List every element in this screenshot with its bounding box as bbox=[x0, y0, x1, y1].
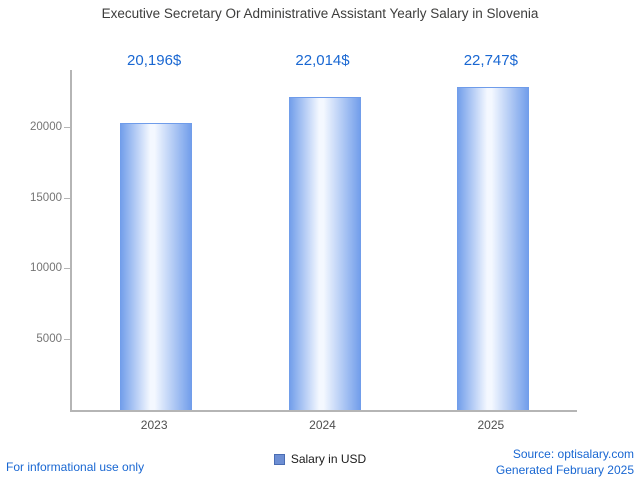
informational-disclaimer: For informational use only bbox=[6, 460, 145, 474]
y-tick-label-20000: 20000 bbox=[30, 120, 62, 133]
y-tick-mark-20000 bbox=[64, 126, 70, 128]
chart-legend: Salary in USD bbox=[0, 452, 640, 466]
value-label-2024: 22,014$ bbox=[295, 52, 350, 69]
value-label-2023: 20,196$ bbox=[127, 52, 182, 69]
y-tick-label-15000: 15000 bbox=[30, 191, 62, 204]
source-link[interactable]: Source: optisalary.com bbox=[512, 447, 634, 461]
y-tick-mark-5000 bbox=[64, 339, 70, 341]
chart-title: Executive Secretary Or Administrative As… bbox=[101, 6, 539, 21]
legend-swatch-icon bbox=[273, 453, 285, 465]
legend-label: Salary in USD bbox=[290, 452, 367, 466]
y-tick-label-10000: 10000 bbox=[30, 262, 62, 275]
source-attribution: Source: optisalary.com Generated Februar… bbox=[496, 446, 634, 478]
generated-date: Generated February 2025 bbox=[495, 463, 634, 478]
x-axis-label-2023: 2023 bbox=[140, 418, 168, 432]
y-tick-mark-15000 bbox=[64, 197, 70, 199]
bar-2023 bbox=[120, 123, 193, 410]
y-tick-mark-10000 bbox=[64, 268, 70, 270]
plot-area bbox=[70, 70, 577, 412]
value-label-2025: 22,747$ bbox=[463, 52, 518, 69]
bar-2024 bbox=[288, 97, 361, 410]
y-tick-label-5000: 5000 bbox=[36, 333, 62, 346]
x-axis-label-2024: 2024 bbox=[309, 418, 336, 432]
x-axis-label-2025: 2025 bbox=[477, 418, 505, 432]
bar-2025 bbox=[456, 87, 529, 410]
